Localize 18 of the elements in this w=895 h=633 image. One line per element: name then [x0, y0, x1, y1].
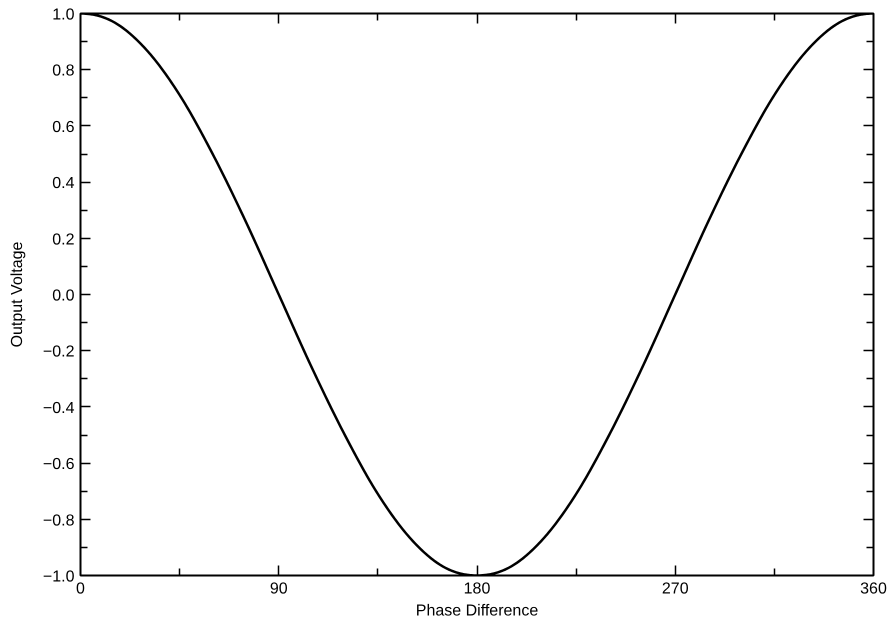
- y-axis-title: Output Voltage: [8, 241, 26, 348]
- x-tick-label: 0: [76, 580, 86, 598]
- y-tick-label: −0.2: [42, 344, 75, 361]
- y-tick-label: −1.0: [42, 568, 75, 586]
- x-tick-label: 90: [270, 580, 288, 598]
- x-tick-label: 270: [662, 580, 689, 598]
- y-tick-label: 0.0: [52, 288, 75, 304]
- y-tick-label: −0.6: [42, 456, 75, 474]
- x-axis-title: Phase Difference: [416, 602, 538, 620]
- y-tick-label: 0.6: [52, 118, 75, 136]
- x-tick-label: 360: [860, 580, 887, 598]
- y-tick-label: 0.8: [52, 62, 75, 80]
- y-tick-label: 0.4: [52, 175, 75, 192]
- y-tick-label: −0.4: [42, 400, 75, 417]
- y-tick-label: 0.2: [52, 231, 75, 248]
- y-tick-label: −0.8: [42, 512, 75, 530]
- x-tick-label: 180: [464, 580, 490, 598]
- y-tick-label: 1.0: [52, 6, 75, 24]
